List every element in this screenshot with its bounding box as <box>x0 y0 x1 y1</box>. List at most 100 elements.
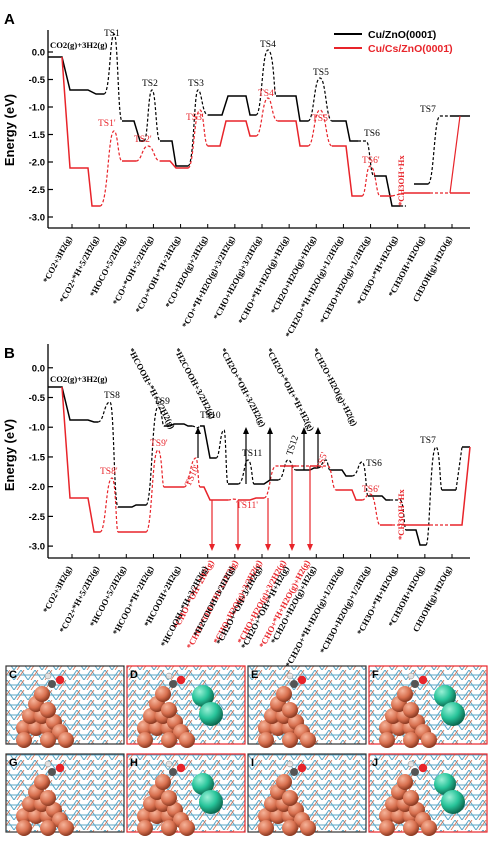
hydrogen-atom <box>286 760 294 768</box>
panel-b-annotation: *CH3OH+Hx <box>396 489 406 540</box>
copper-atom-8 <box>397 686 413 702</box>
copper-atom-12 <box>161 732 177 748</box>
oxygen-atom <box>55 763 65 773</box>
carbon-atom <box>169 680 177 688</box>
arrow-down-4-head <box>289 544 295 551</box>
tile-letter-d: D <box>130 669 138 681</box>
copper-atom-10 <box>16 820 32 836</box>
copper-atom-12 <box>161 820 177 836</box>
panel-a-x-label-8: *CHO+*H+H2O(g)+H2(g) <box>236 234 291 326</box>
arrow-down-3-head <box>265 544 271 551</box>
copper-atom-11 <box>58 820 74 836</box>
cesium-atom-1 <box>192 685 214 707</box>
copper-atom-12 <box>40 732 56 748</box>
hydrogen-atom <box>165 672 173 680</box>
panel-b-arrows <box>195 427 321 551</box>
copper-atom-11 <box>58 732 74 748</box>
panel-a-red-levels <box>61 56 470 207</box>
panel-a-ytick-label-0: 0.0 <box>32 48 45 59</box>
copper-atom-0 <box>137 808 153 824</box>
ts-label-ts9-prime: TS9' <box>150 439 168 449</box>
panel-a-red-final-step <box>449 115 461 194</box>
copper-atom-7 <box>403 790 419 806</box>
cesium-atom-2 <box>441 702 465 726</box>
arrow-up-1-head <box>195 427 201 434</box>
copper-atom-7 <box>403 702 419 718</box>
carbon-atom <box>48 768 56 776</box>
copper-atom-8 <box>155 686 171 702</box>
legend-label-red: Cu/Cs/ZnO(0001̄) <box>368 43 453 55</box>
ts-label-ts3-prime: TS3' <box>186 113 204 123</box>
copper-atom-8 <box>34 774 50 790</box>
ts-label-ts8: TS8 <box>104 391 120 401</box>
copper-atom-7 <box>161 790 177 806</box>
copper-atom-10 <box>379 732 395 748</box>
ts-label-ts11: TS11 <box>242 449 262 459</box>
ts-label-ts10-prime: TS10' <box>184 464 203 489</box>
panel-a-ytick-label-1: -0.5 <box>29 75 46 86</box>
tile-letter-f: F <box>372 669 379 681</box>
copper-atom-1 <box>270 808 286 824</box>
copper-atom-7 <box>282 702 298 718</box>
panel-a-start-label: CO2(g)+3H2(g) <box>50 40 108 50</box>
panel-b-top-label-1: *H2COOH+3/2H2(g) <box>172 346 218 420</box>
ts-label-ts4-prime: TS4' <box>258 89 276 99</box>
panel-b-x-label-11: *CH3O+H2O(g)+1/2H2(g) <box>318 564 373 655</box>
copper-atom-0 <box>258 720 274 736</box>
ts-label-ts11-prime: TS11' <box>236 501 258 511</box>
structure-tile-d: D <box>126 665 246 748</box>
panel-a-ytick-label-2: -1.0 <box>29 103 45 114</box>
panel-a-x-label-7: *CHO+H2O(g)+3/2H2(g) <box>211 234 264 321</box>
copper-atom-3 <box>143 708 159 724</box>
panel-a-ylabel: Energy (eV) <box>2 94 17 166</box>
ts-label-ts12: TS12 <box>285 434 301 457</box>
panel-b-y-ticks: 0.0 -0.5 -1.0 -1.5 -2.0 -2.5 -3.0 <box>29 363 53 553</box>
copper-atom-1 <box>270 720 286 736</box>
copper-atom-11 <box>179 732 195 748</box>
copper-atom-8 <box>34 686 50 702</box>
panel-a-letter: A <box>4 11 15 28</box>
hydrogen-atom <box>44 760 52 768</box>
cesium-atom-1 <box>192 773 214 795</box>
oxygen-atom <box>297 763 307 773</box>
tile-letter-g: G <box>9 757 18 769</box>
panel-b-ytick-label-0: 0.0 <box>32 363 45 374</box>
ts-label-ts3: TS3 <box>188 79 204 89</box>
tile-letter-e: E <box>251 669 258 681</box>
copper-atom-3 <box>385 708 401 724</box>
panel-b-ytick-label-6: -3.0 <box>29 542 45 553</box>
cesium-atom-2 <box>441 790 465 814</box>
copper-atom-10 <box>258 820 274 836</box>
tile-letter-c: C <box>9 669 17 681</box>
hydrogen-atom <box>407 672 415 680</box>
copper-atom-10 <box>258 732 274 748</box>
arrow-down-5-head <box>307 544 313 551</box>
panel-a-x-label-11: *CH3O+H2O(g)+1/2H2(g) <box>318 234 373 325</box>
copper-atom-10 <box>16 732 32 748</box>
panel-b-letter: B <box>4 345 15 362</box>
ts-label-ts2-prime: TS2' <box>134 135 152 145</box>
ts-label-ts1: TS1 <box>104 29 120 39</box>
arrow-up-4-head <box>301 427 307 434</box>
copper-atom-11 <box>421 820 437 836</box>
copper-atom-10 <box>137 820 153 836</box>
ts-label-ts5-prime: TS5' <box>312 114 330 124</box>
panel-b-start-label: CO2(g)+3H2(g) <box>50 374 108 384</box>
panel-b-ylabel: Energy (eV) <box>2 419 17 491</box>
panel-a-red-ts <box>99 97 450 207</box>
copper-atom-1 <box>391 720 407 736</box>
panel-a-black-ts <box>103 33 450 207</box>
copper-atom-12 <box>403 820 419 836</box>
ts-label-ts4: TS4 <box>260 40 276 50</box>
copper-atom-8 <box>397 774 413 790</box>
copper-atom-11 <box>421 732 437 748</box>
arrow-down-1-head <box>209 544 215 551</box>
panel-b-ytick-label-2: -1.0 <box>29 423 45 434</box>
structure-tile-g: G <box>5 753 125 836</box>
panel-a-ytick-label-6: -3.0 <box>29 213 45 224</box>
copper-atom-0 <box>379 808 395 824</box>
carbon-atom <box>169 768 177 776</box>
arrow-down-2-head <box>235 544 241 551</box>
copper-atom-3 <box>22 708 38 724</box>
oxygen-atom <box>55 675 65 685</box>
